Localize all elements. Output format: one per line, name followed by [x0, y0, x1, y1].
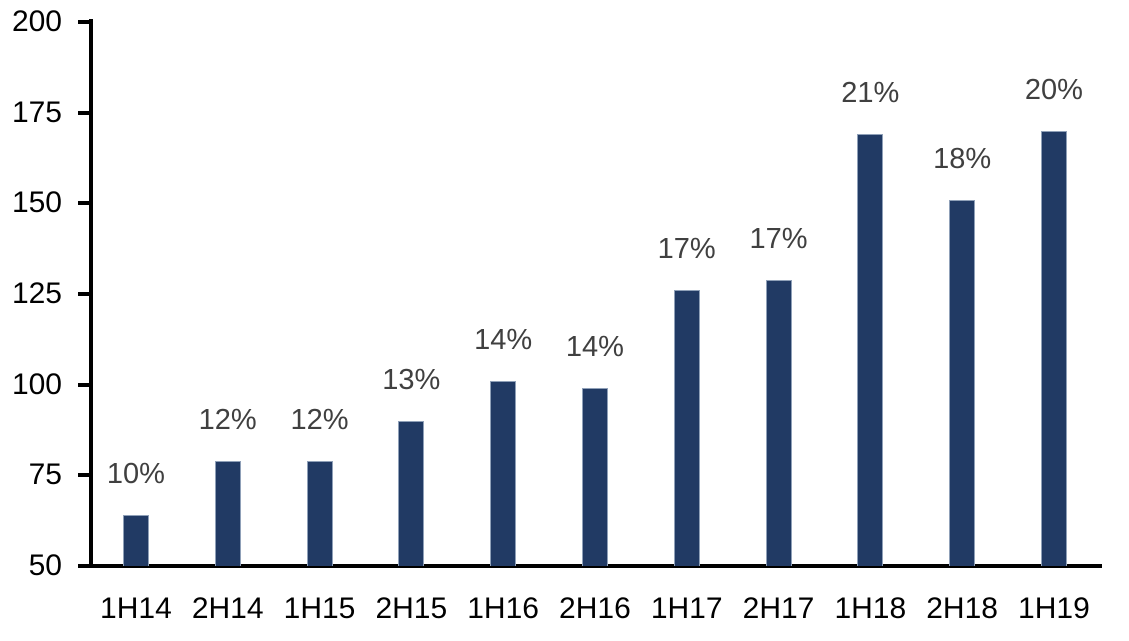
data-label-1h18: 21%	[841, 77, 900, 110]
y-axis-tick-label: 175	[11, 95, 62, 129]
bar-1h16	[490, 381, 517, 566]
y-axis-tick	[78, 20, 90, 24]
x-axis-tick-label-2h14: 2H14	[191, 592, 264, 625]
bar-2h14	[214, 460, 241, 566]
bar-2h18	[949, 199, 976, 566]
data-label-1h15: 12%	[290, 403, 349, 436]
y-axis-tick-label: 125	[11, 277, 62, 310]
bar-2h16	[581, 388, 608, 566]
y-axis-tick	[78, 382, 90, 387]
bar-1h15	[306, 460, 333, 566]
bar-2h17	[765, 279, 792, 566]
y-axis-tick	[78, 201, 90, 206]
x-axis-tick-label-1h19: 1H19	[1018, 592, 1090, 625]
x-axis-tick-label-1h16: 1H16	[467, 592, 539, 625]
data-label-2h17: 17%	[749, 222, 808, 255]
data-label-1h17: 17%	[657, 233, 716, 266]
y-axis-tick-label: 100	[11, 367, 62, 401]
data-label-1h14: 10%	[106, 458, 165, 491]
y-axis-tick-label: 75	[28, 458, 62, 492]
bar-1h19	[1040, 130, 1067, 566]
y-axis-tick	[78, 564, 90, 568]
x-axis-tick-label-2h17: 2H17	[742, 592, 815, 625]
y-axis-tick-label: 200	[11, 5, 62, 38]
bar-1h14	[122, 515, 149, 566]
x-axis-tick-label-1h14: 1H14	[100, 592, 172, 625]
y-axis-tick	[78, 473, 90, 478]
data-label-2h18: 18%	[933, 142, 992, 175]
data-label-1h16: 14%	[474, 324, 533, 356]
x-axis-tick-label-1h17: 1H17	[650, 592, 723, 625]
x-axis-tick-label-2h15: 2H15	[375, 592, 448, 625]
y-axis-tick-label: 50	[28, 549, 62, 582]
x-axis-tick-label-2h16: 2H16	[559, 592, 631, 625]
y-axis-line	[89, 19, 93, 568]
data-label-2h14: 12%	[198, 403, 257, 436]
y-axis-tick	[78, 292, 90, 296]
bar-1h17	[673, 290, 700, 566]
data-label-2h16: 14%	[565, 331, 624, 364]
data-label-1h19: 20%	[1024, 73, 1083, 106]
x-axis-tick-label-1h18: 1H18	[834, 592, 907, 625]
bar-2h15	[398, 420, 425, 566]
x-axis-tick-label-1h15: 1H15	[283, 592, 356, 625]
x-axis-line	[89, 564, 1102, 568]
bar-1h18	[857, 134, 884, 566]
x-axis-tick-label-2h18: 2H18	[926, 592, 998, 625]
y-axis-tick	[78, 110, 90, 115]
y-axis-tick-label: 150	[11, 186, 62, 220]
data-label-2h15: 13%	[382, 363, 441, 396]
